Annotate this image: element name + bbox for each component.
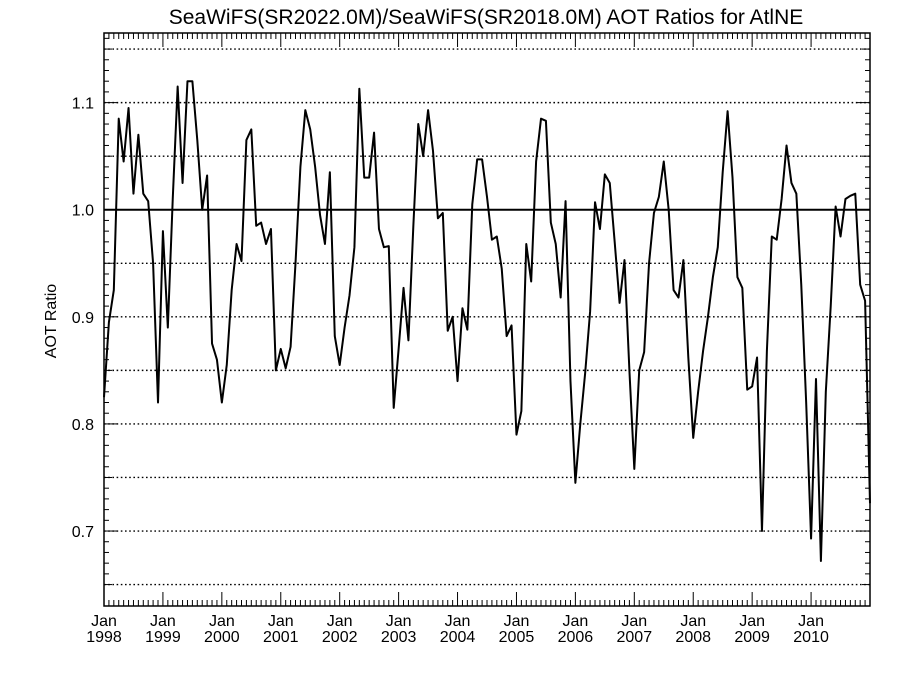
x-tick-label-year: 2007 — [617, 629, 653, 646]
x-tick-label-year: 1999 — [145, 629, 181, 646]
chart-title: SeaWiFS(SR2022.0M)/SeaWiFS(SR2018.0M) AO… — [169, 6, 804, 29]
y-tick-label: 1.1 — [72, 96, 94, 113]
x-tick-label-year: 2009 — [734, 629, 770, 646]
x-tick-label-month: Jan — [621, 613, 647, 630]
x-tick-label-month: Jan — [680, 613, 706, 630]
x-tick-label-year: 2010 — [793, 629, 829, 646]
x-tick-label-month: Jan — [798, 613, 824, 630]
x-tick-label-month: Jan — [445, 613, 471, 630]
x-tick-label-year: 2006 — [558, 629, 594, 646]
x-tick-label-year: 2008 — [675, 629, 711, 646]
x-tick-label-year: 2001 — [263, 629, 299, 646]
x-tick-label-year: 2003 — [381, 629, 417, 646]
x-tick-label-month: Jan — [562, 613, 588, 630]
series-group — [103, 80, 871, 563]
x-tick-label-month: Jan — [209, 613, 235, 630]
y-axis-ticks: 0.7 0.8 0.9 1.0 1.1 — [72, 37, 870, 586]
series-line — [103, 80, 871, 563]
y-tick-label: 0.9 — [72, 310, 94, 327]
x-tick-label-month: Jan — [268, 613, 294, 630]
plot-frame — [103, 32, 871, 607]
x-tick-label-month: Jan — [386, 613, 412, 630]
y-tick-label: 0.7 — [72, 524, 94, 541]
x-tick-label-month: Jan — [739, 613, 765, 630]
y-axis-label: AOT Ratio — [43, 284, 60, 359]
x-tick-label-month: Jan — [150, 613, 176, 630]
x-tick-label-year: 2005 — [499, 629, 535, 646]
x-axis-ticks: Jan1998Jan1999Jan2000Jan2001Jan2002Jan20… — [86, 33, 871, 646]
x-tick-label-year: 2004 — [440, 629, 476, 646]
x-tick-label-year: 2000 — [204, 629, 240, 646]
x-tick-label-month: Jan — [91, 613, 117, 630]
x-tick-label-month: Jan — [327, 613, 353, 630]
y-tick-label: 1.0 — [72, 203, 94, 220]
x-tick-label-year: 2002 — [322, 629, 358, 646]
gridlines — [104, 48, 870, 586]
x-tick-label-month: Jan — [504, 613, 530, 630]
x-tick-label-year: 1998 — [86, 629, 122, 646]
y-tick-label: 0.8 — [72, 417, 94, 434]
